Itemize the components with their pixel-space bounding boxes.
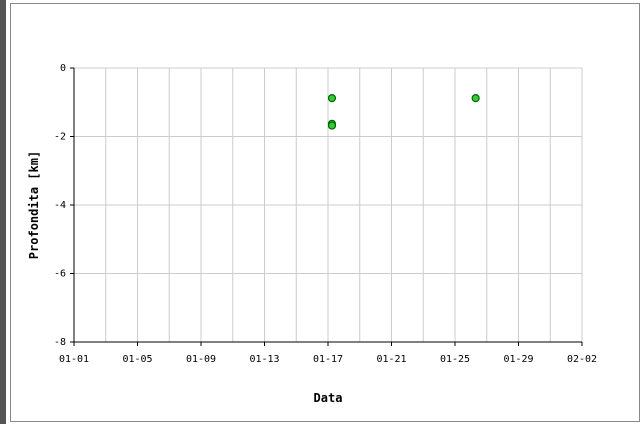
point: [471, 94, 480, 103]
point: [327, 94, 337, 103]
y-tick-label: -4: [54, 200, 66, 211]
x-tick-label: 01-01: [59, 354, 89, 365]
y-tick-label: -6: [54, 269, 66, 280]
side-bar: [0, 0, 6, 424]
x-tick-label: 01-13: [249, 354, 279, 365]
y-axis-label: Profondita [km]: [27, 151, 41, 259]
x-tick-label: 01-21: [376, 354, 406, 365]
frame: [10, 3, 640, 422]
x-tick-label: 01-17: [313, 354, 343, 365]
y-tick-label: 0: [60, 63, 66, 74]
y-tick-label: -8: [54, 337, 66, 348]
x-tick-label: 01-29: [503, 354, 533, 365]
x-axis-label: Data: [314, 391, 343, 405]
x-tick-label: 02-02: [567, 354, 597, 365]
y-tick-label: -2: [54, 132, 66, 143]
point: [327, 121, 337, 130]
x-tick-label: 01-25: [440, 354, 470, 365]
x-tick-label: 01-05: [122, 354, 152, 365]
x-tick-label: 01-09: [186, 354, 216, 365]
